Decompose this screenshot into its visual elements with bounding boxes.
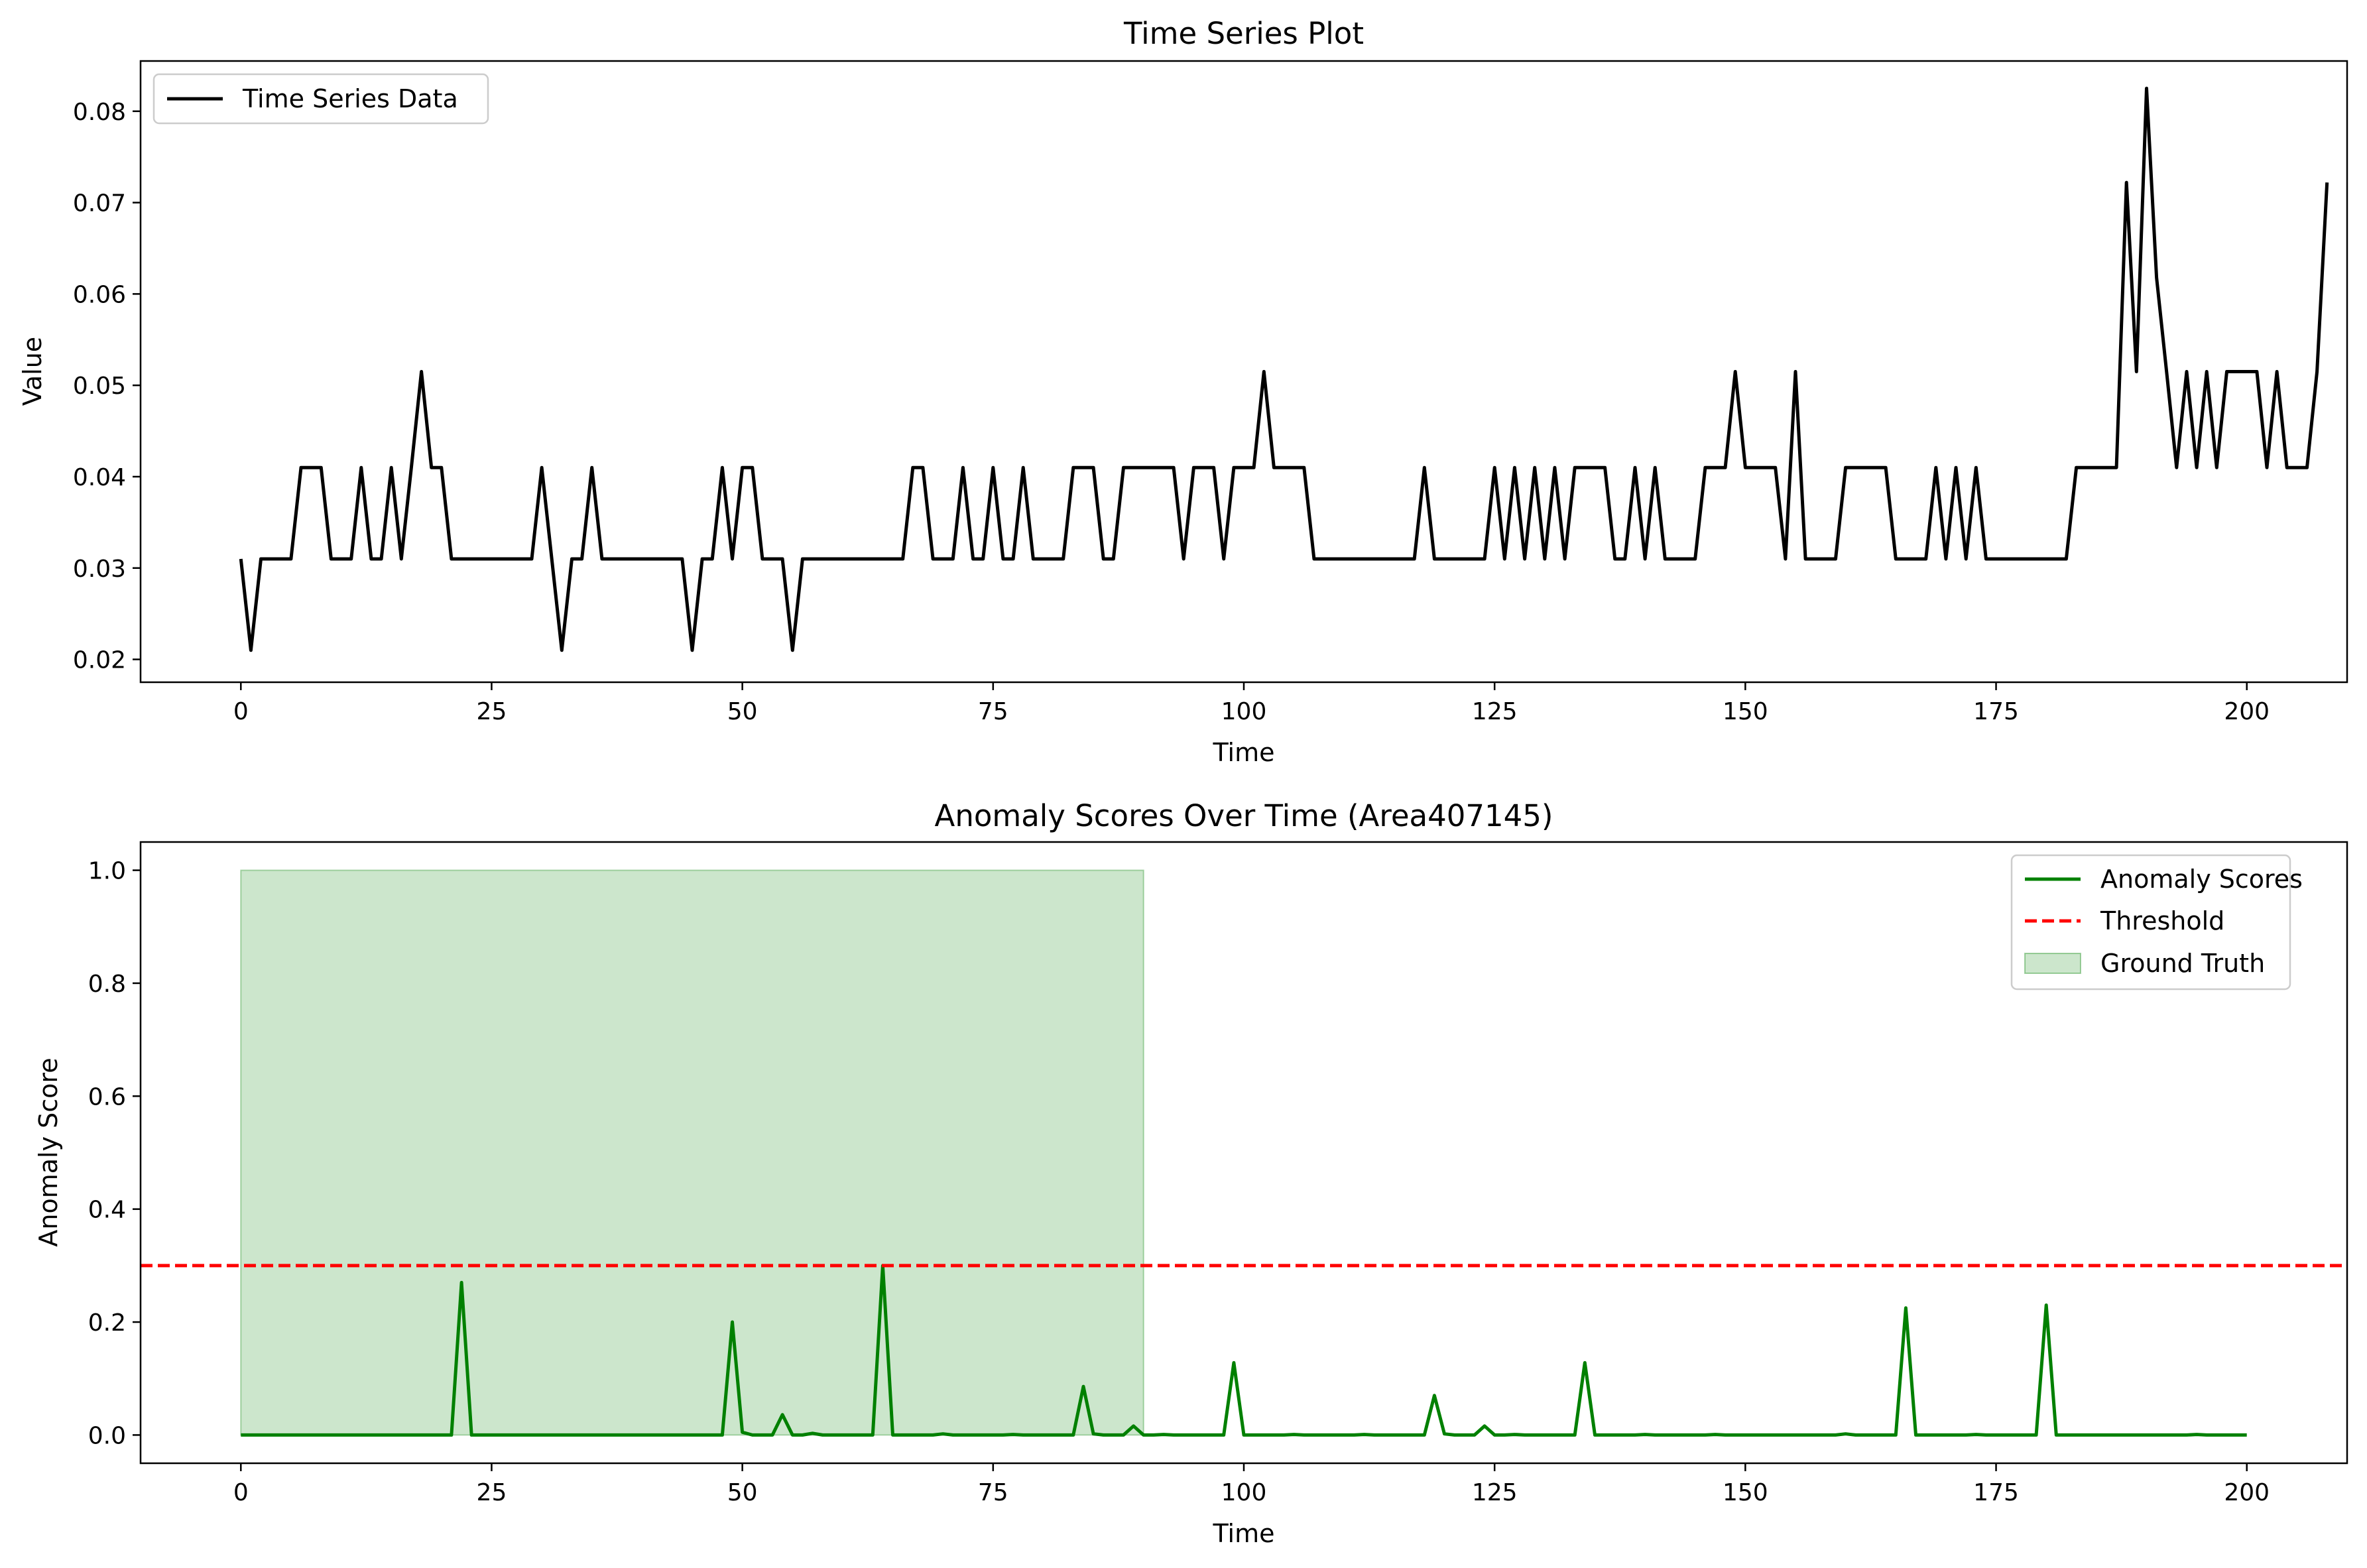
x-tick-label: 0 <box>233 698 249 725</box>
y-tick-label: 0.8 <box>88 971 126 998</box>
x-tick-label: 200 <box>2224 1479 2270 1506</box>
y-tick-label: 0.6 <box>88 1083 126 1111</box>
chart2-plot-area <box>241 1264 2247 1437</box>
chart2-legend-label-threshold: Threshold <box>2100 906 2224 935</box>
x-tick-label: 50 <box>727 698 758 725</box>
x-tick-label: 125 <box>1472 698 1518 725</box>
series-line-anomaly-scores <box>241 1264 2247 1437</box>
x-tick-label: 100 <box>1221 698 1267 725</box>
y-tick-label: 0.4 <box>88 1197 126 1224</box>
y-tick-label: 1.0 <box>88 858 126 885</box>
x-tick-label: 200 <box>2224 698 2270 725</box>
y-tick-label: 0.06 <box>73 281 126 308</box>
y-tick-label: 0.08 <box>73 99 126 126</box>
chart2-y-axis-label: Anomaly Score <box>34 1057 63 1246</box>
chart2-legend: Anomaly Scores Threshold Ground Truth <box>2010 854 2303 991</box>
chart1-axes-frame <box>139 60 2348 684</box>
chart2-legend-box <box>2010 854 2291 991</box>
chart1-y-ticks: 0.02 0.03 0.04 0.05 0.06 0.07 0.08 <box>73 99 141 674</box>
y-tick-label: 0.04 <box>73 464 126 491</box>
x-tick-label: 150 <box>1723 698 1768 725</box>
y-tick-label: 0.0 <box>88 1422 126 1449</box>
y-tick-label: 0.07 <box>73 190 126 217</box>
x-tick-label: 25 <box>477 1479 507 1506</box>
x-tick-label: 25 <box>477 698 507 725</box>
chart1-legend-box <box>152 73 489 125</box>
x-tick-label: 125 <box>1472 1479 1518 1506</box>
chart1-legend: Time Series Data <box>152 73 489 125</box>
time-series-chart: Time Series Plot 0.020.030.040.050.060.0… <box>18 16 2348 767</box>
chart2-x-axis-label: Time <box>1213 1519 1275 1548</box>
y-tick-label: 0.05 <box>73 373 126 400</box>
x-tick-label: 150 <box>1723 1479 1768 1506</box>
chart2-title: Anomaly Scores Over Time (Area407145) <box>935 798 1553 833</box>
x-tick-label: 75 <box>978 698 1008 725</box>
chart1-x-axis-label: Time <box>1213 738 1275 767</box>
anomaly-scores-chart: Anomaly Scores Over Time (Area407145) 0.… <box>34 798 2348 1548</box>
x-tick-label: 0 <box>233 1479 249 1506</box>
y-tick-label: 0.02 <box>73 647 126 674</box>
x-tick-label: 175 <box>1973 698 2019 725</box>
chart2-ground-truth-region <box>240 869 1144 1436</box>
chart2-axes-frame <box>139 841 2348 1465</box>
chart1-title: Time Series Plot <box>1123 16 1364 51</box>
chart1-legend-label-time-series: Time Series Data <box>242 84 458 113</box>
y-tick-label: 0.03 <box>73 556 126 583</box>
chart2-legend-swatch-ground-truth <box>2024 953 2081 974</box>
x-tick-label: 100 <box>1221 1479 1267 1506</box>
series-line-time-series-data <box>239 86 2329 652</box>
x-tick-label: 50 <box>727 1479 758 1506</box>
chart1-plot-area <box>239 86 2329 652</box>
chart2-x-ticks: 0 25 50 75 100 125 150 175 200 <box>233 1463 2270 1506</box>
chart2-legend-label-anomaly-scores: Anomaly Scores <box>2100 865 2303 894</box>
chart2-legend-label-ground-truth: Ground Truth <box>2100 949 2265 978</box>
chart2-y-ticks: 0.0 0.2 0.4 0.6 0.8 1.0 <box>88 858 141 1449</box>
chart1-y-axis-label: Value <box>18 337 47 406</box>
y-tick-label: 0.2 <box>88 1309 126 1337</box>
ground-truth-span <box>240 869 1144 1436</box>
x-tick-label: 75 <box>978 1479 1008 1506</box>
chart1-x-ticks: 0 25 50 75 100 125 150 175 200 <box>233 682 2270 725</box>
x-tick-label: 175 <box>1973 1479 2019 1506</box>
